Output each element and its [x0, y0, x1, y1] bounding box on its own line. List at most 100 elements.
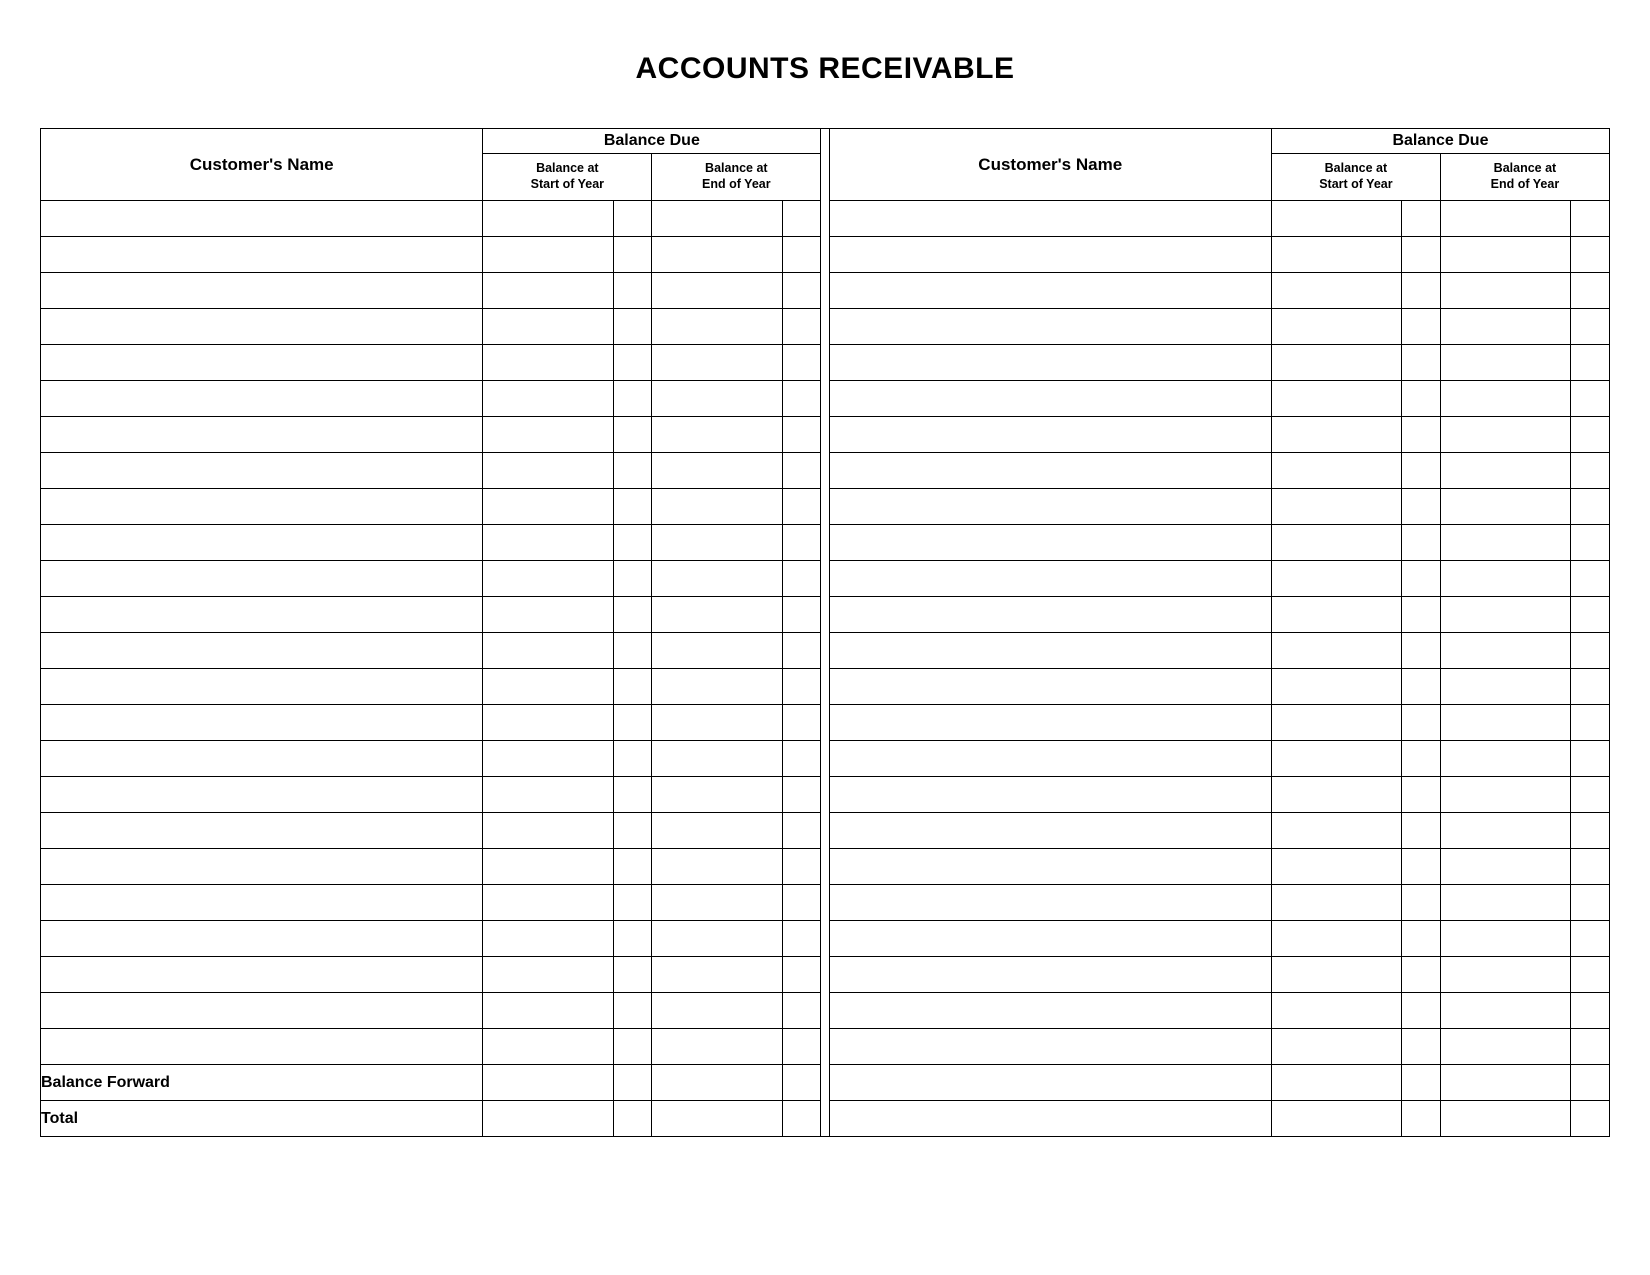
bal-end-amt-left	[652, 453, 783, 489]
bal-start-amt-left	[483, 417, 614, 453]
balance-forward-row: Balance Forward	[41, 1065, 1610, 1101]
bal-start-amt-left	[483, 453, 614, 489]
bal-start-cents-right	[1402, 741, 1440, 777]
center-gap	[821, 993, 829, 1029]
bal-start-cents-right	[1402, 453, 1440, 489]
center-gap	[821, 237, 829, 273]
name-cell-right	[829, 561, 1271, 597]
bal-end-cents-left	[782, 453, 821, 489]
bal-end-cents-right	[1571, 597, 1610, 633]
bal-end-amt-left	[652, 597, 783, 633]
text: Start of Year	[531, 177, 604, 191]
bal-start-amt-left	[483, 273, 614, 309]
bal-end-cents-left	[782, 345, 821, 381]
table-row	[41, 273, 1610, 309]
cell	[1571, 1101, 1610, 1137]
text: End of Year	[702, 177, 771, 191]
center-gap	[821, 201, 829, 237]
bal-start-amt-right	[1271, 1029, 1402, 1065]
bal-end-amt-right	[1440, 705, 1571, 741]
table-body: Balance ForwardTotal	[41, 201, 1610, 1137]
name-cell-right	[829, 777, 1271, 813]
bal-start-cents-left	[613, 309, 651, 345]
name-cell-right	[829, 921, 1271, 957]
col-header-balance-due-left: Balance Due	[483, 129, 821, 154]
bal-start-amt-right	[1271, 309, 1402, 345]
bal-end-amt-left	[652, 957, 783, 993]
name-cell-right	[829, 237, 1271, 273]
bal-start-amt-right	[1271, 273, 1402, 309]
table-row	[41, 345, 1610, 381]
cell	[1271, 1101, 1402, 1137]
bal-end-cents-left	[782, 561, 821, 597]
bal-end-cents-left	[782, 381, 821, 417]
name-cell-right	[829, 885, 1271, 921]
bal-end-cents-left	[782, 237, 821, 273]
bal-end-cents-left	[782, 597, 821, 633]
name-cell-right	[829, 381, 1271, 417]
bal-end-amt-right	[1440, 633, 1571, 669]
name-cell-left	[41, 201, 483, 237]
name-cell-left	[41, 849, 483, 885]
bal-end-amt-right	[1440, 813, 1571, 849]
bal-end-cents-right	[1571, 885, 1610, 921]
bal-end-cents-right	[1571, 777, 1610, 813]
bal-start-amt-left	[483, 345, 614, 381]
bal-end-cents-right	[1571, 921, 1610, 957]
center-gap	[821, 849, 829, 885]
center-gap	[821, 597, 829, 633]
center-gap	[821, 345, 829, 381]
bal-end-amt-right	[1440, 417, 1571, 453]
bal-start-cents-left	[613, 1029, 651, 1065]
table-row	[41, 489, 1610, 525]
bal-start-amt-right	[1271, 885, 1402, 921]
bal-start-cents-right	[1402, 633, 1440, 669]
bal-end-cents-right	[1571, 633, 1610, 669]
bal-end-amt-right	[1440, 777, 1571, 813]
bal-end-amt-right	[1440, 309, 1571, 345]
col-header-balance-start-left: Balance at Start of Year	[483, 153, 652, 200]
bal-end-amt-right	[1440, 669, 1571, 705]
bal-start-amt-right	[1271, 957, 1402, 993]
name-cell-left	[41, 633, 483, 669]
table-row	[41, 777, 1610, 813]
bal-start-cents-right	[1402, 813, 1440, 849]
bal-end-amt-left	[652, 741, 783, 777]
bal-end-amt-left	[652, 1029, 783, 1065]
name-cell-left	[41, 705, 483, 741]
center-gap	[821, 741, 829, 777]
bal-start-amt-right	[1271, 741, 1402, 777]
center-gap	[821, 1029, 829, 1065]
bal-end-amt-right	[1440, 993, 1571, 1029]
center-gap	[821, 633, 829, 669]
bal-start-amt-right	[1271, 633, 1402, 669]
cell	[1571, 1065, 1610, 1101]
cell	[1402, 1101, 1440, 1137]
bal-end-cents-right	[1571, 669, 1610, 705]
bal-start-amt-right	[1271, 705, 1402, 741]
cell	[483, 1065, 614, 1101]
bal-end-amt-right	[1440, 1029, 1571, 1065]
bal-start-amt-left	[483, 633, 614, 669]
name-cell-right	[829, 741, 1271, 777]
bal-start-amt-left	[483, 669, 614, 705]
bal-end-amt-left	[652, 345, 783, 381]
bal-end-cents-left	[782, 309, 821, 345]
text: Balance at	[1325, 161, 1388, 175]
bal-start-cents-right	[1402, 345, 1440, 381]
bal-start-cents-left	[613, 273, 651, 309]
bal-end-amt-right	[1440, 921, 1571, 957]
bal-start-cents-right	[1402, 237, 1440, 273]
name-cell-right	[829, 669, 1271, 705]
bal-start-amt-left	[483, 741, 614, 777]
cell	[613, 1065, 651, 1101]
balance-forward-label: Balance Forward	[41, 1065, 483, 1101]
cell	[829, 1101, 1271, 1137]
col-header-balance-due-right: Balance Due	[1271, 129, 1609, 154]
col-header-balance-end-right: Balance at End of Year	[1440, 153, 1609, 200]
table-row	[41, 237, 1610, 273]
name-cell-right	[829, 633, 1271, 669]
center-gap	[821, 957, 829, 993]
bal-end-amt-right	[1440, 885, 1571, 921]
bal-start-amt-right	[1271, 345, 1402, 381]
